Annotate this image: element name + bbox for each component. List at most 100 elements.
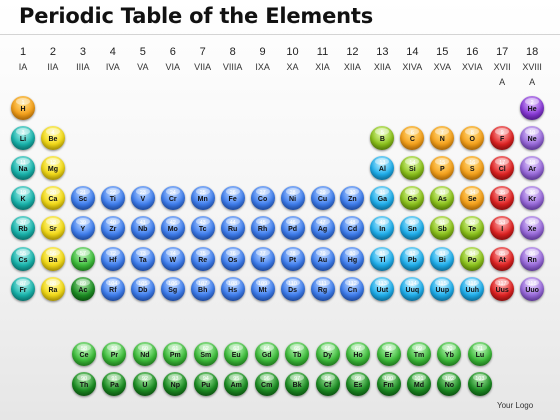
ball-highlight [320,344,335,351]
atomic-number: 18 [529,160,536,167]
element-symbol: Yb [444,352,454,359]
element-symbol: As [437,196,447,204]
element-ba: 56 Ba [40,246,65,271]
ball-highlight [405,188,420,196]
element-symbol: Ds [288,286,298,294]
element-symbol: Cm [261,382,273,389]
element-fm: 100 Fm [376,372,401,396]
element-symbol: Eu [231,352,241,359]
atomic-number: 49 [379,220,386,227]
element-symbol: Np [170,382,181,389]
element-symbol: Fm [383,382,394,389]
group-label: XIA [315,62,330,72]
element-symbol: Pb [407,256,417,264]
element-symbol: Pm [169,352,181,359]
element-symbol: Uuh [465,286,480,294]
ball-highlight [315,248,330,256]
element-eu: 63 Eu [224,342,249,366]
atomic-number: 37 [19,220,27,227]
atomic-number: 1 [21,100,25,106]
element-fr: 87 Fr [11,276,35,301]
element-y: 39 Y [70,216,95,241]
element-symbol: Mn [197,196,208,204]
element-cn: 112 Cn [340,276,365,301]
ball-highlight [525,128,540,136]
element-gd: 64 Gd [254,342,279,366]
element-rh: 45 Rh [250,216,275,241]
element-ag: 47 Ag [310,216,335,241]
atomic-number: 111 [318,280,327,287]
atomic-number: 106 [168,280,178,287]
atomic-number: 72 [109,250,116,257]
element-symbol: Uus [495,286,509,294]
atomic-number: 36 [529,190,536,197]
atomic-number: 71 [476,346,483,352]
ball-highlight [105,218,120,226]
element-symbol: Pd [288,226,298,234]
element-symbol: Ni [289,196,297,204]
element-symbol: B [379,136,385,144]
element-symbol: Lr [476,382,484,389]
atomic-number: 93 [172,376,179,382]
ball-highlight [45,188,60,196]
atomic-number: 92 [141,376,148,382]
element-symbol: Cf [323,382,332,389]
element-symbol: Ar [528,166,537,174]
element-symbol: H [20,106,26,113]
element-sm: 62 Sm [193,342,218,366]
atomic-number: 19 [19,190,27,197]
group-number: 16 [466,46,479,58]
atomic-number: 112 [348,280,357,287]
element-rn: 86 Rn [520,246,545,271]
element-tb: 65 Tb [285,342,310,366]
element-ta: 73 Ta [130,246,155,271]
ball-highlight [405,218,420,226]
atomic-number: 22 [109,190,116,197]
element-i: 53 I [490,216,515,241]
element-symbol: Se [467,196,477,204]
atomic-number: 55 [19,250,27,257]
atomic-number: 87 [19,280,27,287]
ball-highlight [168,344,183,351]
element-he: 2 He [520,96,545,120]
ball-highlight [255,218,270,226]
atomic-number: 78 [289,250,296,257]
group-number: 5 [139,46,146,58]
ball-highlight [375,248,390,256]
element-symbol: Mo [167,226,178,234]
element-symbol: F [500,136,505,144]
ball-highlight [495,278,510,286]
ball-highlight [135,278,150,286]
element-in: 49 In [370,216,395,241]
ball-highlight [525,218,540,226]
atomic-number: 52 [469,220,476,227]
element-symbol: Be [48,136,58,144]
group-label: XVII A [493,62,511,87]
element-symbol: Mg [47,166,58,174]
element-symbol: Sr [49,226,57,234]
ball-highlight [315,218,330,226]
element-symbol: Gd [261,352,272,359]
atomic-number: 8 [470,130,474,137]
element-ti: 22 Ti [100,186,125,211]
atomic-number: 95 [233,376,240,382]
element-symbol: Fr [19,286,27,294]
ball-highlight [435,218,450,226]
atomic-number: 17 [499,160,506,167]
element-ce: 58 Ce [72,342,96,366]
element-nd: 60 Nd [132,342,157,366]
element-symbol: Bh [198,286,208,294]
atomic-number: 66 [324,346,331,352]
element-sc: 21 Sc [70,186,95,211]
atomic-number: 2 [530,100,534,106]
ball-highlight [229,374,244,381]
element-be: 4 Be [40,126,65,151]
ball-highlight [435,128,450,136]
ball-highlight [285,248,300,256]
ball-highlight [225,278,240,286]
title-divider [0,34,560,35]
element-symbol: Cu [317,196,328,204]
